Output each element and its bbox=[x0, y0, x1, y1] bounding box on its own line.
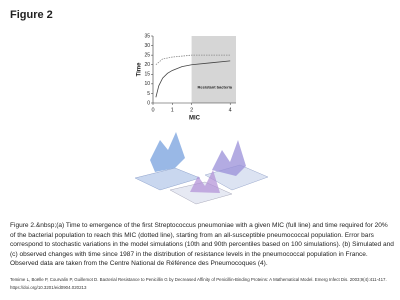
x-tick-label: 0 bbox=[151, 107, 154, 113]
y-tick-label: 30 bbox=[144, 43, 150, 49]
y-tick-label: 5 bbox=[147, 91, 150, 97]
y-tick-label: 0 bbox=[147, 100, 150, 106]
series-line bbox=[155, 54, 231, 66]
x-tick-label: 4 bbox=[229, 107, 232, 113]
x-tick-label: 2 bbox=[190, 107, 193, 113]
title: Figure 2 bbox=[10, 9, 53, 21]
y-tick-label: 15 bbox=[144, 72, 150, 78]
y-tick-label: 10 bbox=[144, 81, 150, 87]
x-axis-label: MIC bbox=[189, 116, 201, 122]
y-axis-label: Time bbox=[137, 62, 143, 77]
y-tick-label: 20 bbox=[144, 62, 150, 68]
surface-peak bbox=[150, 132, 185, 172]
surface-peak-c bbox=[212, 140, 246, 176]
y-tick-label: 35 bbox=[144, 33, 150, 39]
figure: Resistant bacteria 0 5 10 15 20 25 30 35 0 1 2 4 Time… bbox=[134, 33, 269, 205]
surface-b bbox=[134, 167, 201, 191]
surface-peak-d bbox=[190, 170, 220, 193]
resistant-region bbox=[191, 36, 236, 103]
surface-plots bbox=[134, 132, 269, 205]
x-tick-label: 1 bbox=[171, 107, 174, 113]
caption: Figure 2.&nbsp;(a) Time to emergence of … bbox=[10, 222, 394, 268]
series-line bbox=[155, 60, 231, 98]
citation: Temime L, Boëlle P, Courvalin P, Guillem… bbox=[10, 277, 387, 290]
y-tick-label: 25 bbox=[144, 52, 150, 58]
annotation: Resistant bacteria bbox=[198, 85, 233, 90]
